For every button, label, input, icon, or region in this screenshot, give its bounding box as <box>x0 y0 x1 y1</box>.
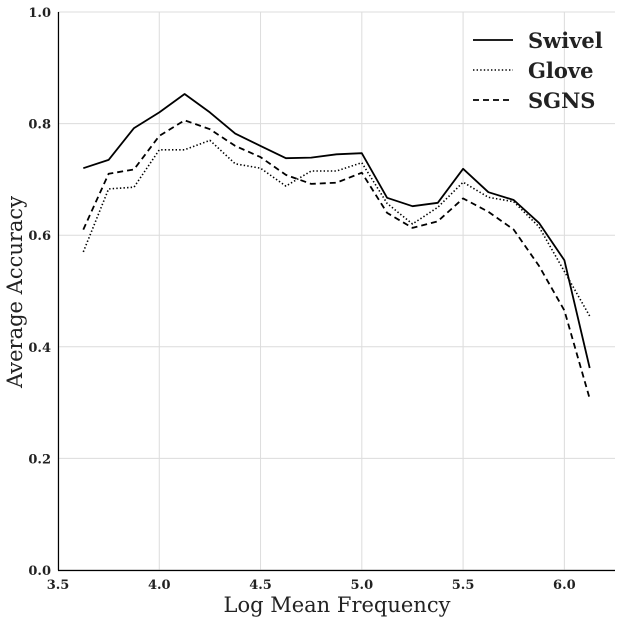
legend-label-glove: Glove <box>528 58 593 83</box>
y-tick-label: 0.0 <box>28 564 51 579</box>
x-tick-label: 3.5 <box>47 578 70 593</box>
x-tick-label: 5.0 <box>351 578 374 593</box>
y-tick-label: 1.0 <box>28 6 51 21</box>
x-tick-labels: 3.5 4.0 4.5 5.0 5.5 6.0 <box>47 578 576 593</box>
y-tick-labels: 0.0 0.2 0.4 0.6 0.8 1.0 <box>28 6 51 579</box>
y-tick-label: 0.4 <box>28 341 51 356</box>
x-tick-label: 4.5 <box>249 578 272 593</box>
x-tick-label: 4.0 <box>148 578 171 593</box>
series-lines <box>82 93 591 399</box>
legend-label-swivel: Swivel <box>528 28 603 53</box>
y-axis-title: Average Accuracy <box>3 196 27 389</box>
y-tick-label: 0.8 <box>28 118 51 133</box>
x-axis-title: Log Mean Frequency <box>224 593 451 617</box>
y-tick-label: 0.2 <box>28 452 51 467</box>
legend-label-sgns: SGNS <box>528 88 595 113</box>
x-tick-label: 6.0 <box>553 578 576 593</box>
grid-lines <box>57 11 615 571</box>
series-line-swivel <box>83 93 591 369</box>
axes <box>57 12 615 572</box>
series-line-sgns <box>82 119 591 399</box>
y-tick-label: 0.6 <box>28 229 51 244</box>
x-tick-label: 5.5 <box>452 578 475 593</box>
legend: Swivel Glove SGNS <box>473 28 603 113</box>
